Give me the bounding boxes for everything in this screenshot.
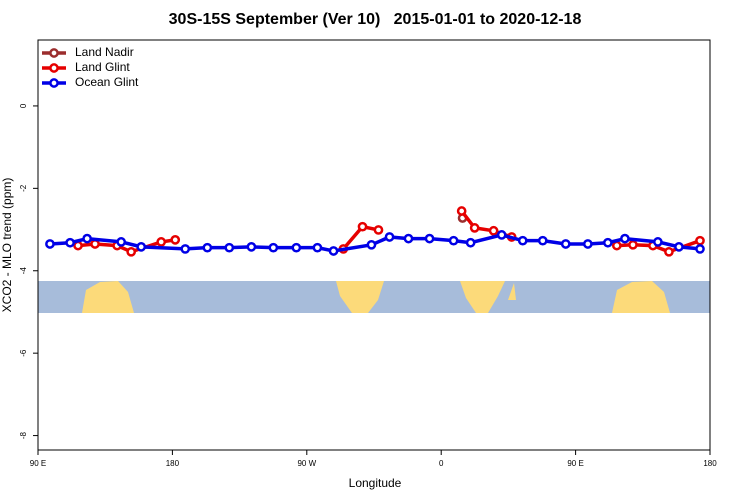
data-point bbox=[537, 235, 548, 246]
data-point bbox=[695, 235, 705, 246]
chart-title: 30S-15S September (Ver 10) 2015-01-01 to… bbox=[169, 11, 582, 28]
data-point bbox=[664, 246, 674, 257]
data-point bbox=[560, 239, 571, 249]
data-point bbox=[328, 246, 339, 256]
data-point bbox=[180, 244, 191, 254]
data-point bbox=[582, 239, 593, 249]
x-tick-label: 0 bbox=[439, 459, 444, 468]
data-point bbox=[90, 239, 100, 249]
y-tick-label: -8 bbox=[19, 431, 28, 439]
data-point bbox=[312, 242, 323, 253]
legend-label: Land Nadir bbox=[75, 45, 134, 59]
legend-label: Land Glint bbox=[75, 60, 130, 74]
y-tick-label: -4 bbox=[19, 267, 28, 275]
legend-marker bbox=[49, 78, 59, 88]
y-tick-label: -2 bbox=[19, 184, 28, 192]
land-south-america bbox=[460, 281, 505, 313]
data-point bbox=[653, 237, 663, 247]
data-point bbox=[357, 221, 368, 232]
data-point bbox=[384, 232, 395, 242]
y-tick-label: 0 bbox=[19, 103, 28, 108]
data-point bbox=[695, 244, 705, 254]
data-point bbox=[116, 237, 127, 247]
data-point bbox=[517, 235, 528, 246]
data-point bbox=[291, 242, 302, 253]
x-tick-label: 90 W bbox=[297, 459, 316, 468]
map-strip bbox=[38, 281, 710, 313]
data-point bbox=[224, 242, 235, 253]
data-point bbox=[126, 246, 137, 257]
data-point bbox=[366, 239, 377, 250]
data-point bbox=[82, 233, 92, 244]
x-tick-label: 180 bbox=[703, 459, 717, 468]
data-point bbox=[469, 223, 480, 233]
data-point bbox=[674, 242, 684, 252]
legend-label: Ocean Glint bbox=[75, 75, 139, 89]
data-point bbox=[424, 233, 435, 244]
legend-marker bbox=[49, 63, 59, 73]
x-tick-label: 90 E bbox=[30, 459, 46, 468]
x-axis-label: Longitude bbox=[349, 476, 402, 490]
data-point bbox=[268, 242, 279, 253]
data-point bbox=[65, 237, 75, 248]
data-point bbox=[611, 240, 622, 251]
data-point bbox=[202, 242, 213, 253]
data-point bbox=[136, 242, 147, 252]
plot-frame bbox=[37, 39, 711, 451]
data-point bbox=[403, 233, 414, 244]
data-point bbox=[373, 225, 384, 235]
data-point bbox=[156, 237, 167, 247]
data-point bbox=[488, 225, 499, 236]
data-point bbox=[496, 230, 507, 240]
legend-marker bbox=[49, 48, 59, 58]
data-point bbox=[465, 237, 476, 248]
x-tick-label: 90 E bbox=[567, 459, 583, 468]
land-australia bbox=[612, 281, 670, 313]
data-point bbox=[603, 237, 613, 248]
y-tick-label: -6 bbox=[19, 349, 28, 357]
land-madagascar bbox=[508, 283, 516, 300]
data-point bbox=[170, 234, 181, 245]
land-africa bbox=[336, 281, 384, 313]
x-tick-label: 180 bbox=[166, 459, 180, 468]
data-point bbox=[246, 242, 257, 252]
data-point bbox=[456, 206, 467, 216]
data-point bbox=[45, 239, 55, 249]
y-axis-label: XCO2 - MLO trend (ppm) bbox=[0, 178, 14, 313]
land-australia bbox=[82, 281, 134, 313]
data-point bbox=[620, 233, 630, 244]
data-point bbox=[448, 235, 459, 246]
data-point bbox=[628, 239, 638, 250]
